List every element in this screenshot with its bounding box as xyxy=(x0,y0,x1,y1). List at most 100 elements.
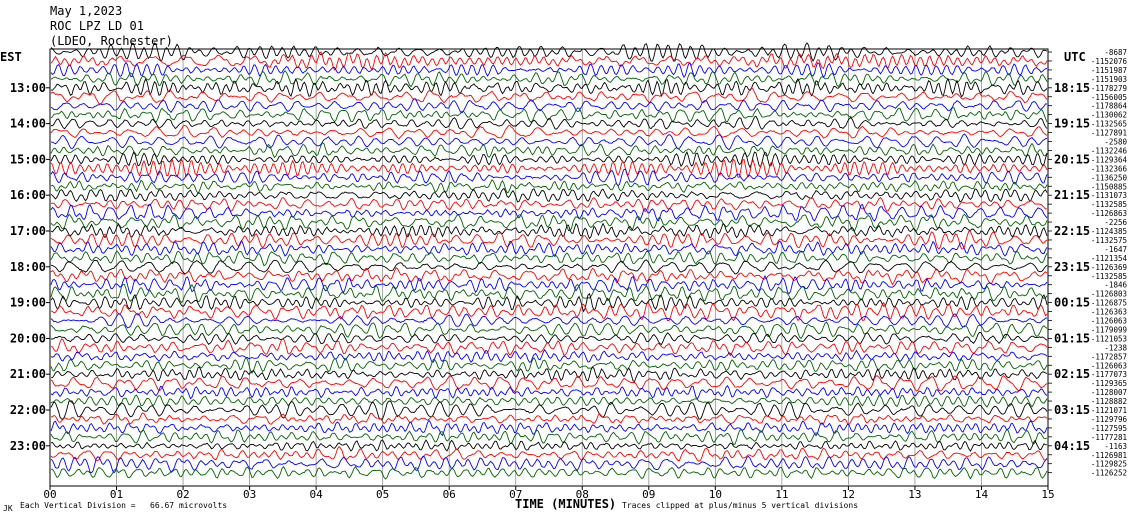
trace-line-2 xyxy=(50,51,1048,71)
trace-line-12 xyxy=(50,142,1048,159)
trace-line-46 xyxy=(50,446,1048,462)
x-tick-label-01: 01 xyxy=(110,488,123,501)
right-hour-label-8: 01:15 xyxy=(1054,331,1090,345)
trace-offset-label-7: -1178864 xyxy=(1091,102,1128,111)
trace-line-39 xyxy=(50,385,1048,400)
trace-line-48 xyxy=(50,465,1048,480)
trace-offset-label-11: -2580 xyxy=(1104,138,1127,147)
trace-offset-label-6: -1156005 xyxy=(1091,93,1127,102)
trace-offset-label-14: -1132366 xyxy=(1091,164,1128,173)
x-axis-title: TIME (MINUTES) xyxy=(515,497,617,511)
trace-line-33 xyxy=(51,331,1048,346)
trace-line-4 xyxy=(50,69,1048,88)
trace-line-19 xyxy=(50,203,1048,222)
x-tick-label-12: 12 xyxy=(842,488,855,501)
trace-offset-label-24: -1121354 xyxy=(1091,254,1128,263)
trace-offset-label-13: -1129364 xyxy=(1091,155,1128,164)
x-tick-label-11: 11 xyxy=(775,488,788,501)
trace-line-7 xyxy=(50,98,1048,114)
trace-line-40 xyxy=(50,394,1048,408)
trace-offset-label-20: -2256 xyxy=(1104,218,1127,227)
trace-offset-label-9: -1132565 xyxy=(1091,120,1127,129)
trace-line-37 xyxy=(50,366,1048,383)
trace-offset-label-25: -1126369 xyxy=(1091,263,1127,272)
header-station: ROC LPZ LD 01 xyxy=(50,19,144,33)
right-hour-label-1: 18:15 xyxy=(1054,81,1090,95)
left-hour-label-2: 14:00 xyxy=(10,117,46,131)
trace-offset-label-29: -1126875 xyxy=(1091,299,1127,308)
trace-line-42 xyxy=(51,412,1048,426)
trace-offset-label-1: -8687 xyxy=(1104,48,1127,57)
x-tick-label-02: 02 xyxy=(176,488,189,501)
trace-offset-label-28: -1126803 xyxy=(1091,290,1127,299)
x-tick-label-08: 08 xyxy=(576,488,589,501)
x-tick-label-05: 05 xyxy=(376,488,389,501)
left-hour-label-5: 17:00 xyxy=(10,224,46,238)
footer-division-note: Each Vertical Division = 66.67 microvolt… xyxy=(20,501,228,510)
x-tick-label-15: 15 xyxy=(1041,488,1054,501)
trace-offset-label-38: -1129365 xyxy=(1091,379,1127,388)
trace-offset-label-26: -1132585 xyxy=(1091,272,1127,281)
right-hour-label-5: 22:15 xyxy=(1054,224,1090,238)
trace-offset-label-22: -1132575 xyxy=(1091,236,1127,245)
trace-offset-label-42: -1129796 xyxy=(1091,415,1128,424)
left-hour-label-4: 16:00 xyxy=(10,188,46,202)
trace-line-32 xyxy=(50,321,1048,340)
left-hour-label-3: 15:00 xyxy=(10,152,46,166)
trace-offset-labels: -8687-1152076-1151987-1151903-1178279-11… xyxy=(1048,48,1127,478)
x-tick-label-09: 09 xyxy=(642,488,655,501)
trace-offset-label-5: -1178279 xyxy=(1091,84,1127,93)
footer-clip-note: Traces clipped at plus/minus 5 vertical … xyxy=(622,501,859,510)
trace-offset-label-18: -1132585 xyxy=(1091,200,1127,209)
trace-offset-label-46: -1126981 xyxy=(1091,451,1127,460)
trace-line-43 xyxy=(50,419,1048,437)
trace-offset-label-35: -1172857 xyxy=(1091,352,1127,361)
trace-line-1 xyxy=(50,42,1048,62)
trace-line-18 xyxy=(50,196,1048,213)
trace-offset-label-12: -1132246 xyxy=(1091,146,1128,155)
trace-offset-label-30: -1126363 xyxy=(1091,308,1127,317)
left-hour-label-11: 23:00 xyxy=(10,439,46,453)
trace-line-14 xyxy=(50,158,1048,179)
trace-line-44 xyxy=(50,428,1048,446)
x-tick-label-07: 07 xyxy=(509,488,522,501)
trace-offset-label-33: -1121053 xyxy=(1091,334,1127,343)
right-hour-label-6: 23:15 xyxy=(1054,260,1090,274)
right-hour-labels: 18:15 19:15 20:15 21:15 22:15 23:15 00:15 01:15… xyxy=(1054,81,1090,453)
x-tick-label-13: 13 xyxy=(908,488,921,501)
trace-offset-label-32: -1179099 xyxy=(1091,325,1127,334)
left-hour-label-10: 22:00 xyxy=(10,403,46,417)
trace-offset-label-3: -1151987 xyxy=(1091,66,1127,75)
trace-line-47 xyxy=(50,455,1048,474)
trace-line-11 xyxy=(50,133,1048,151)
trace-line-36 xyxy=(50,356,1048,374)
right-hour-label-11: 04:15 xyxy=(1054,439,1090,453)
trace-line-31 xyxy=(50,313,1048,329)
right-hour-label-9: 02:15 xyxy=(1054,367,1090,381)
trace-line-35 xyxy=(50,348,1048,363)
trace-offset-label-21: -1124385 xyxy=(1091,227,1127,236)
trace-offset-label-40: -1128882 xyxy=(1091,397,1127,406)
trace-offset-label-44: -1177281 xyxy=(1091,433,1127,442)
left-hour-label-6: 18:00 xyxy=(10,260,46,274)
x-tick-label-10: 10 xyxy=(709,488,722,501)
trace-line-30 xyxy=(50,301,1048,322)
x-tick-label-04: 04 xyxy=(310,488,324,501)
trace-line-27 xyxy=(50,275,1048,295)
trace-offset-label-48: -1126252 xyxy=(1091,469,1127,478)
x-tick-label-03: 03 xyxy=(243,488,256,501)
trace-line-3 xyxy=(50,61,1048,79)
trace-line-38 xyxy=(50,374,1048,393)
trace-line-24 xyxy=(50,250,1048,267)
trace-line-45 xyxy=(50,439,1048,452)
trace-line-28 xyxy=(50,284,1048,304)
trace-offset-label-27: -1846 xyxy=(1104,281,1127,290)
trace-line-34 xyxy=(50,338,1048,357)
left-hour-label-1: 13:00 xyxy=(10,81,46,95)
trace-line-8 xyxy=(50,106,1048,123)
right-hour-label-7: 00:15 xyxy=(1054,296,1090,310)
left-hour-label-7: 19:00 xyxy=(10,296,46,310)
right-hour-label-2: 19:15 xyxy=(1054,117,1090,131)
right-hour-label-10: 03:15 xyxy=(1054,403,1090,417)
